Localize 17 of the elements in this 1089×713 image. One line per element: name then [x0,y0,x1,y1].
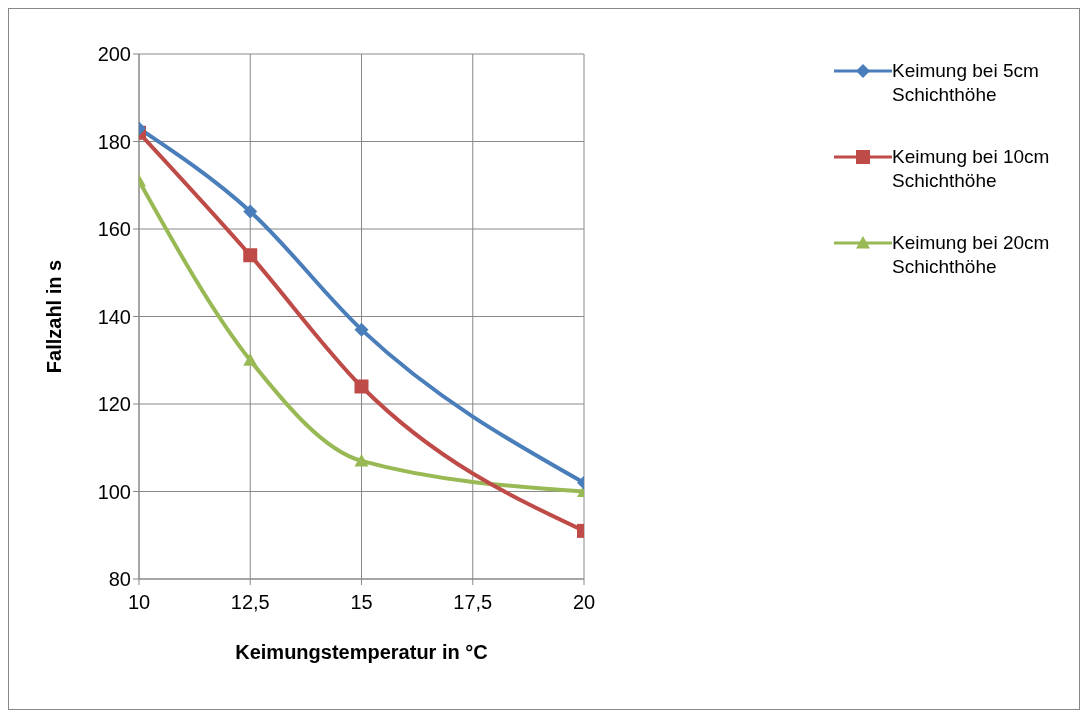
y-axis-title: Fallzahl in s [43,259,66,374]
x-axis-title: Keimungstemperatur in °C [235,641,488,663]
x-tick-label: 12,5 [230,591,270,614]
y-tick-label: 100 [97,480,131,503]
y-tick-label: 140 [97,305,131,328]
y-tick-label: 120 [97,393,131,416]
x-tick-label: 15 [350,591,373,614]
y-tick-label: 200 [97,43,131,66]
legend-label: Keimung bei 20cm Schichthöhe [892,231,1051,279]
x-tick-label: 20 [572,591,596,614]
y-tick-label: 80 [108,568,131,591]
y-tick-label: 160 [97,218,131,241]
x-tick-label: 10 [127,591,151,614]
x-tick-label: 17,5 [453,591,493,614]
legend-label: Keimung bei 10cm Schichthöhe [892,145,1051,193]
legend-label: Keimung bei 5cm Schichthöhe [892,59,1040,107]
y-tick-label: 180 [97,130,131,153]
